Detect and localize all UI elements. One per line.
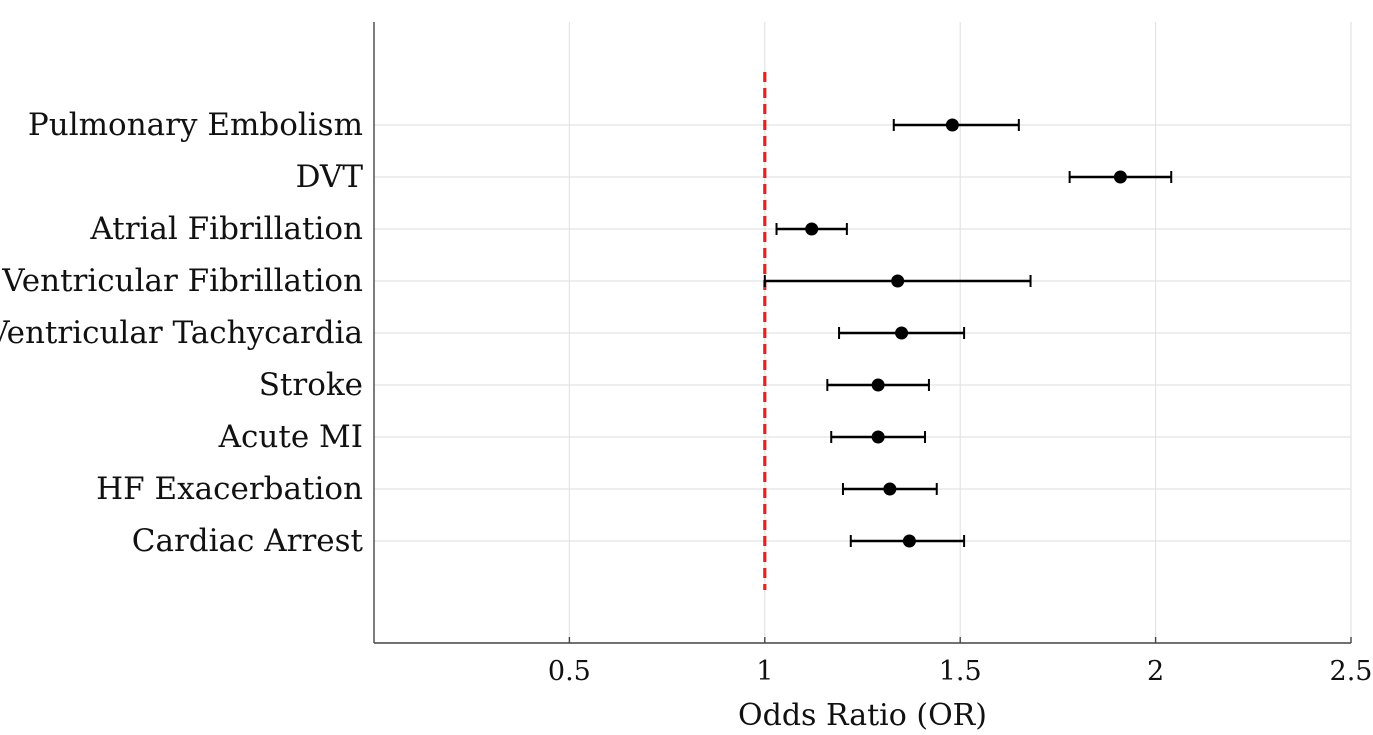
category-label-5: Stroke (259, 367, 363, 403)
category-label-1: DVT (296, 159, 364, 195)
point-estimates (805, 118, 1127, 548)
category-label-7: HF Exacerbation (96, 471, 363, 507)
point-estimate-0 (945, 118, 959, 132)
x-tick-label-1: 1 (756, 656, 773, 687)
point-estimate-7 (883, 482, 897, 496)
axes (373, 22, 1351, 644)
point-estimate-2 (805, 222, 819, 236)
point-estimate-5 (871, 378, 885, 392)
x-tick-label-0: 0.5 (548, 656, 591, 687)
x-tick-label-2: 1.5 (939, 656, 982, 687)
point-estimate-8 (902, 534, 916, 548)
y-axis-category-labels: Pulmonary Embolism DVT Atrial Fibrillation… (0, 107, 364, 559)
category-label-2: Atrial Fibrillation (89, 211, 363, 247)
point-estimate-1 (1113, 170, 1127, 184)
category-label-6: Acute MI (218, 419, 363, 455)
x-tick-label-4: 2.5 (1330, 656, 1373, 687)
x-axis-ticks: 0.5 1 1.5 2 2.5 (548, 637, 1373, 687)
x-tick-label-3: 2 (1147, 656, 1164, 687)
point-estimate-4 (895, 326, 909, 340)
x-axis-title: Odds Ratio (OR) (738, 698, 987, 733)
category-label-4: Ventricular Tachycardia (0, 315, 363, 351)
category-label-3: Ventricular Fibrillation (1, 263, 363, 299)
point-estimate-6 (871, 430, 885, 444)
point-estimate-3 (891, 274, 905, 288)
category-label-8: Cardiac Arrest (132, 523, 364, 559)
category-label-0: Pulmonary Embolism (28, 107, 363, 143)
